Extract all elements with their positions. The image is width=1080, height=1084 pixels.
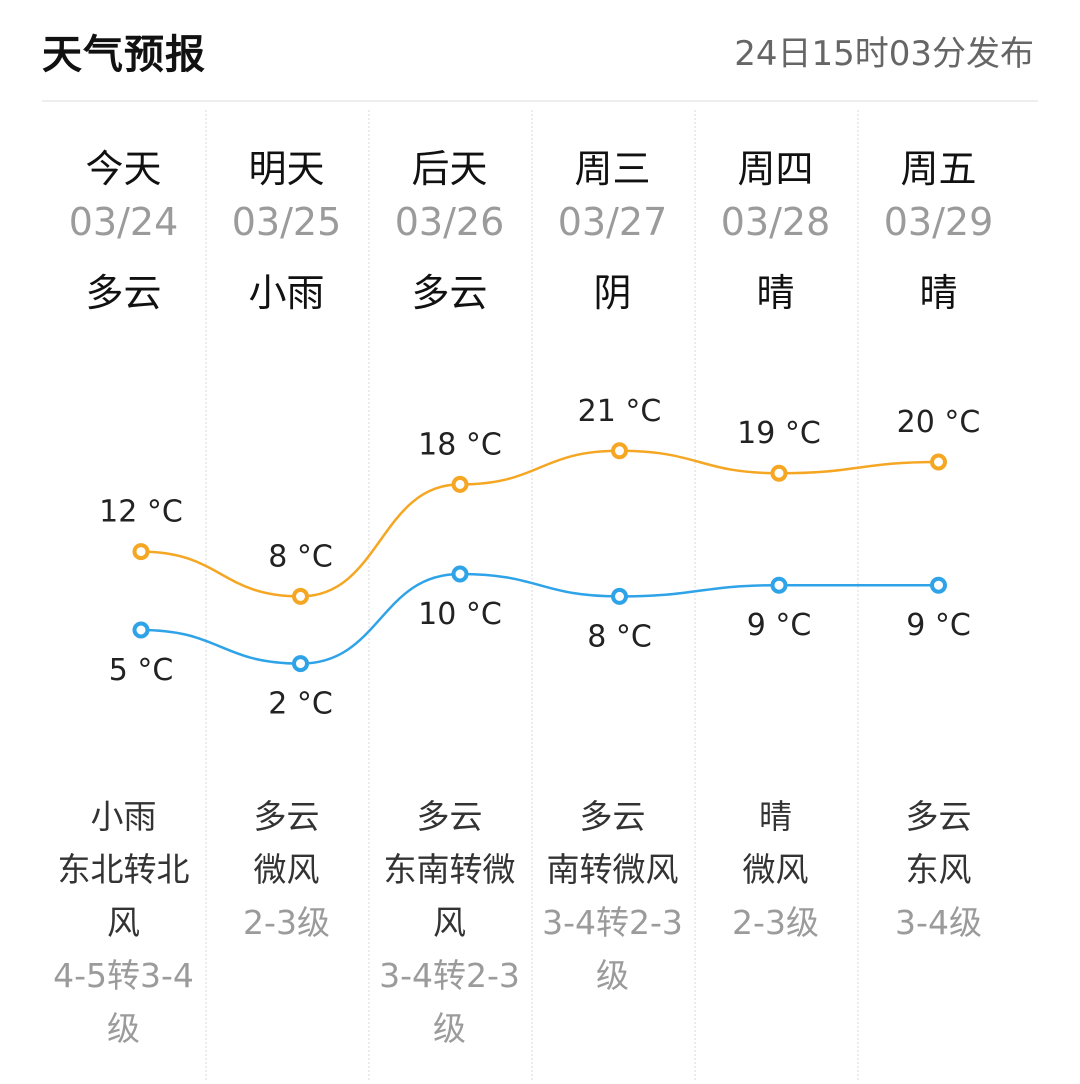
wind-direction: 南转微风	[546, 850, 679, 889]
day-weather: 小雨	[248, 271, 325, 315]
column-divider	[694, 110, 696, 1080]
night-weather: 小雨	[90, 797, 157, 836]
wind-direction: 东南转微风	[383, 850, 516, 942]
night-weather: 多云	[253, 797, 320, 836]
column-divider	[531, 110, 533, 1080]
column-divider	[368, 110, 370, 1080]
wind-level: 4-5转3-4级	[53, 956, 194, 1048]
day-weather: 阴	[593, 271, 632, 315]
wind-direction: 微风	[742, 850, 809, 889]
low-temp-point	[611, 587, 628, 605]
day-date: 03/28	[720, 200, 831, 244]
high-temp-point	[930, 453, 947, 471]
high-temp-point	[770, 464, 788, 482]
wind-direction: 东北转北风	[57, 850, 190, 942]
low-temp-label: 9 °C	[747, 608, 812, 643]
low-temp-label: 9 °C	[906, 608, 971, 643]
high-temp-point	[611, 442, 628, 460]
wind-level: 2-3级	[732, 903, 819, 942]
high-temp-label: 20 °C	[897, 405, 981, 440]
day-date: 03/24	[68, 200, 179, 244]
low-temp-point	[930, 576, 947, 594]
low-temp-point	[292, 655, 309, 673]
low-temp-label: 8 °C	[587, 619, 652, 654]
high-temp-label: 8 °C	[268, 539, 333, 574]
day-name: 明天	[248, 147, 325, 191]
night-weather: 多云	[579, 797, 646, 836]
high-temp-line	[140, 449, 939, 598]
low-temp-label: 10 °C	[418, 597, 502, 632]
day-name: 周五	[900, 147, 977, 191]
day-weather: 多云	[85, 271, 162, 315]
day-weather: 晴	[919, 271, 958, 315]
night-weather: 多云	[416, 797, 483, 836]
page-title: 天气预报	[42, 32, 206, 78]
low-temp-point	[770, 576, 788, 594]
night-info-0: 小雨 东北转北风 4-5转3-4级	[42, 790, 205, 1055]
high-temp-point	[451, 475, 469, 493]
night-weather: 多云	[905, 797, 972, 836]
wind-level: 3-4转2-3级	[379, 956, 520, 1048]
day-weather: 晴	[756, 271, 795, 315]
day-weather: 多云	[411, 271, 488, 315]
low-temp-point	[451, 565, 469, 583]
column-divider	[857, 110, 859, 1080]
night-info-1: 多云 微风 2-3级	[205, 790, 368, 949]
day-date: 03/25	[231, 200, 342, 244]
column-divider	[205, 110, 207, 1080]
high-temp-point	[292, 587, 309, 605]
high-temp-label: 12 °C	[99, 495, 183, 530]
night-weather: 晴	[759, 797, 792, 836]
night-info-5: 多云 东风 3-4级	[857, 790, 1020, 949]
day-name: 周四	[737, 147, 814, 191]
night-info-4: 晴 微风 2-3级	[694, 790, 857, 949]
day-name: 后天	[411, 147, 488, 191]
low-temp-point	[132, 621, 150, 639]
wind-direction: 微风	[253, 850, 320, 889]
wind-level: 3-4转2-3级	[542, 903, 683, 995]
publish-time: 24日15时03分发布	[734, 34, 1034, 74]
low-temp-label: 5 °C	[109, 653, 174, 688]
header: 天气预报 24日15时03分发布	[42, 0, 1038, 102]
night-info-2: 多云 东南转微风 3-4转2-3级	[368, 790, 531, 1055]
day-date: 03/26	[394, 200, 505, 244]
wind-level: 3-4级	[895, 903, 982, 942]
day-name: 周三	[574, 147, 651, 191]
wind-level: 2-3级	[243, 903, 330, 942]
high-temp-label: 21 °C	[578, 394, 662, 429]
high-temp-label: 19 °C	[737, 416, 821, 451]
high-temp-point	[132, 543, 150, 561]
low-temp-line	[140, 572, 939, 665]
day-date: 03/29	[883, 200, 994, 244]
high-temp-label: 18 °C	[418, 427, 502, 462]
wind-direction: 东风	[905, 850, 972, 889]
night-info-3: 多云 南转微风 3-4转2-3级	[531, 790, 694, 1002]
forecast-grid: 今天 03/24 多云 明天 03/25 小雨 后天 03/26 多云 周三 0…	[42, 110, 1042, 1080]
low-temp-label: 2 °C	[268, 687, 333, 722]
day-name: 今天	[85, 147, 162, 191]
day-date: 03/27	[557, 200, 668, 244]
